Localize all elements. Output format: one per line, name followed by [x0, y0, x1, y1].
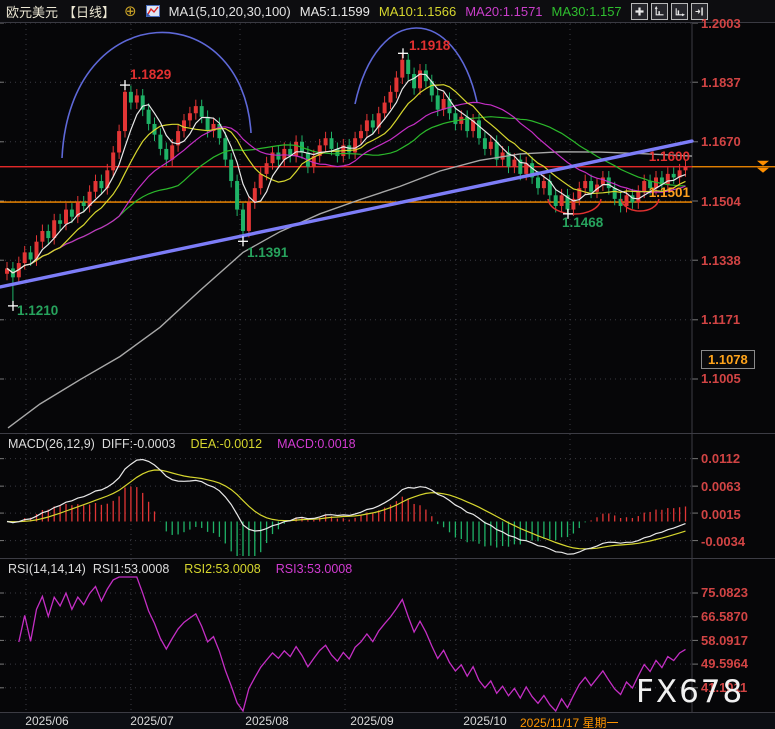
period-label: 【日线】 — [63, 4, 116, 20]
y-axis-label: 1.1837 — [701, 75, 741, 90]
ma30-value: MA30:1.157 — [551, 3, 622, 19]
support-price-label: 1.1501 — [648, 185, 690, 200]
boxed-axis-label: 1.1078 — [701, 350, 755, 369]
x-axis-label: 2025/06 — [25, 714, 69, 728]
macd-axis-label: 0.0063 — [701, 479, 741, 494]
annotation-july-high: 1.1829 — [130, 67, 172, 82]
annotation-august-low: 1.1391 — [247, 245, 289, 260]
y-axis-scale-button[interactable] — [650, 2, 668, 20]
macd-axis-label: 0.0015 — [701, 507, 741, 522]
x-axis-bar: 2025/06 2025/07 2025/08 2025/09 2025/10 … — [0, 712, 775, 729]
macd-title: MACD(26,12,9) — [8, 437, 95, 451]
rsi-title: RSI(14,14,14) — [8, 562, 86, 576]
chart-toolbar — [630, 2, 708, 20]
macd-diff-value: DIFF:-0.0003 — [101, 437, 176, 451]
symbol-name: 欧元美元 — [6, 4, 59, 20]
rsi-axis-label: 58.0917 — [701, 632, 748, 648]
x-axis-label: 2025/10 — [463, 714, 507, 728]
x-axis-scale-button[interactable] — [670, 2, 688, 20]
rsi2-value: RSI2:53.0008 — [184, 562, 261, 576]
ma-settings-label: MA1(5,10,20,30,100) — [168, 3, 291, 19]
scroll-to-end-icon — [695, 6, 703, 16]
annotation-november-low: 1.1468 — [562, 215, 604, 230]
x-axis-selected-date: 2025/11/17 星期一 — [520, 716, 619, 729]
rsi-axis-label: 66.5870 — [701, 609, 748, 624]
macd-dea-value: DEA:-0.0012 — [190, 437, 263, 451]
resistance-price-label: 1.1600 — [648, 149, 690, 164]
y-axis-label: 1.2003 — [701, 16, 741, 31]
ma5-value: MA5:1.1599 — [299, 3, 370, 19]
macd-axis-label: 0.0112 — [701, 451, 741, 466]
rsi-axis-label: 41.1011 — [701, 679, 748, 695]
rsi3-value: RSI3:53.0008 — [275, 562, 353, 576]
right-edge-button[interactable] — [690, 2, 708, 20]
chart-type-icon[interactable] — [145, 5, 160, 17]
rsi-axis-label: 75.0823 — [701, 585, 748, 600]
y-axis-label: 1.1338 — [701, 253, 741, 268]
rsi1-value: RSI1:53.0008 — [92, 562, 170, 576]
x-axis-label: 2025/08 — [245, 714, 289, 728]
y-axis-label: 1.1005 — [701, 371, 741, 386]
macd-macd-value: MACD:0.0018 — [277, 437, 356, 451]
chart-header: 欧元美元 【日线】 ⊕ MA1(5,10,20,30,100) MA5:1.15… — [0, 0, 775, 23]
brand-watermark: FX678 — [636, 674, 745, 710]
y-axis-label: 1.1504 — [701, 194, 741, 209]
ma10-value: MA10:1.1566 — [378, 3, 457, 19]
move-icon — [635, 6, 644, 16]
macd-axis-label: -0.0034 — [701, 534, 746, 549]
macd-panel-header: MACD(26,12,9) DIFF:-0.0003 DEA:-0.0012 M… — [8, 437, 356, 451]
annotation-june-low: 1.1210 — [17, 303, 59, 318]
axis-shift-icon — [675, 7, 685, 16]
x-axis-label: 2025/07 — [130, 714, 174, 728]
crosshair-icon[interactable]: ⊕ — [124, 2, 137, 20]
rsi-panel-header: RSI(14,14,14) RSI1:53.0008 RSI2:53.0008 … — [8, 562, 352, 576]
x-axis-label: 2025/09 — [350, 714, 394, 728]
y-axis-label: 1.1171 — [701, 312, 741, 327]
rsi-axis-label: 49.5964 — [701, 656, 748, 671]
ma20-value: MA20:1.1571 — [465, 3, 543, 19]
annotation-september-high: 1.1918 — [409, 38, 451, 53]
axis-scale-icon — [654, 5, 664, 15]
pan-tool-button[interactable] — [630, 2, 648, 20]
y-axis-label: 1.1670 — [701, 134, 741, 149]
